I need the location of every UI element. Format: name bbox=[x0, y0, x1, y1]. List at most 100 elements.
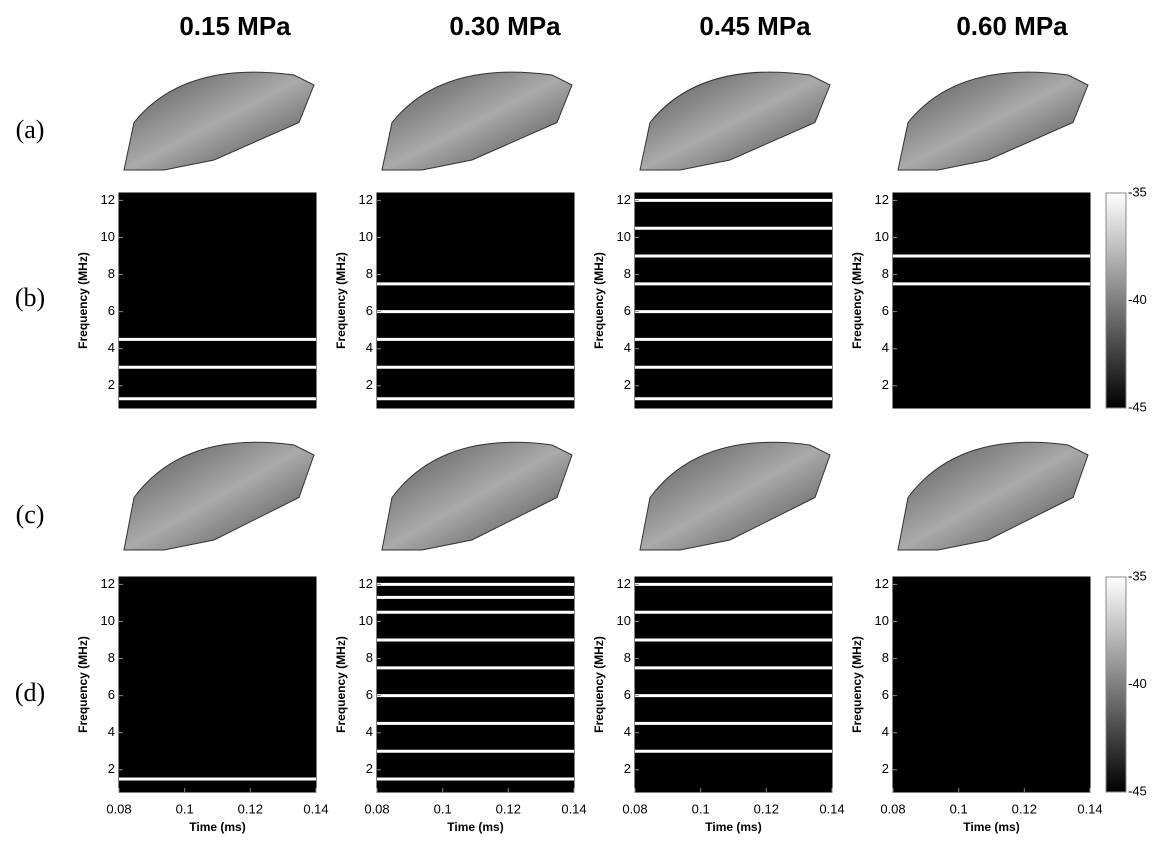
x-tick-label: 0.12 bbox=[238, 801, 263, 816]
y-tick-label: 12 bbox=[875, 192, 889, 207]
y-tick-label: 6 bbox=[366, 687, 373, 702]
render bbox=[897, 71, 1089, 171]
y-tick-label: 10 bbox=[359, 613, 373, 628]
y-tick-label: 2 bbox=[882, 761, 889, 776]
column-title: 0.45 MPa bbox=[699, 11, 811, 41]
y-tick-label: 12 bbox=[617, 192, 631, 207]
x-tick-label: 0.12 bbox=[496, 801, 521, 816]
y-tick-label: 4 bbox=[624, 724, 631, 739]
y-axis-label: Frequency (MHz) bbox=[592, 252, 606, 349]
renders bbox=[123, 71, 1089, 551]
plot-area bbox=[892, 192, 1091, 409]
y-axis-label: Frequency (MHz) bbox=[334, 252, 348, 349]
y-tick-label: 4 bbox=[624, 340, 631, 355]
x-tick-label: 0.1 bbox=[434, 801, 452, 816]
x-tick-label: 0.1 bbox=[176, 801, 194, 816]
y-tick-label: 2 bbox=[366, 377, 373, 392]
plot-area bbox=[376, 192, 575, 409]
y-tick-label: 6 bbox=[366, 303, 373, 318]
y-tick-label: 4 bbox=[882, 724, 889, 739]
column-title: 0.60 MPa bbox=[956, 11, 1068, 41]
y-tick-label: 2 bbox=[108, 761, 115, 776]
x-tick-label: 0.08 bbox=[106, 801, 131, 816]
y-tick-label: 4 bbox=[108, 340, 115, 355]
render bbox=[897, 441, 1089, 551]
x-axis-label: Time (ms) bbox=[963, 820, 1019, 834]
y-tick-label: 4 bbox=[882, 340, 889, 355]
y-tick-label: 8 bbox=[108, 650, 115, 665]
x-tick-label: 0.08 bbox=[622, 801, 647, 816]
y-tick-label: 12 bbox=[875, 576, 889, 591]
plot-area bbox=[892, 576, 1091, 793]
y-tick-label: 10 bbox=[101, 229, 115, 244]
y-tick-label: 2 bbox=[108, 377, 115, 392]
y-tick-label: 12 bbox=[101, 192, 115, 207]
y-tick-label: 6 bbox=[624, 687, 631, 702]
plot-area bbox=[634, 576, 833, 793]
render bbox=[381, 441, 573, 551]
y-tick-label: 10 bbox=[101, 613, 115, 628]
y-tick-label: 8 bbox=[108, 266, 115, 281]
y-tick-label: 2 bbox=[624, 761, 631, 776]
y-axis-label: Frequency (MHz) bbox=[850, 636, 864, 733]
x-axis-label: Time (ms) bbox=[447, 820, 503, 834]
colorbar-tick-label: -40 bbox=[1128, 676, 1147, 691]
y-tick-label: 4 bbox=[366, 724, 373, 739]
x-axis-label: Time (ms) bbox=[705, 820, 761, 834]
row-label: (d) bbox=[15, 678, 45, 707]
y-tick-label: 12 bbox=[617, 576, 631, 591]
x-tick-label: 0.14 bbox=[303, 801, 328, 816]
x-tick-label: 0.12 bbox=[1012, 801, 1037, 816]
y-tick-label: 6 bbox=[108, 687, 115, 702]
y-tick-label: 12 bbox=[101, 576, 115, 591]
y-tick-label: 10 bbox=[617, 613, 631, 628]
x-tick-label: 0.08 bbox=[364, 801, 389, 816]
y-tick-label: 2 bbox=[624, 377, 631, 392]
y-tick-label: 12 bbox=[359, 192, 373, 207]
y-axis-label: Frequency (MHz) bbox=[334, 636, 348, 733]
y-tick-label: 8 bbox=[366, 650, 373, 665]
column-title: 0.15 MPa bbox=[179, 11, 291, 41]
y-tick-label: 2 bbox=[882, 377, 889, 392]
plot-area bbox=[118, 576, 317, 793]
colorbar-tick-label: -40 bbox=[1128, 292, 1147, 307]
x-tick-label: 0.14 bbox=[561, 801, 586, 816]
y-tick-label: 8 bbox=[624, 266, 631, 281]
y-tick-label: 4 bbox=[366, 340, 373, 355]
y-axis-label: Frequency (MHz) bbox=[592, 636, 606, 733]
y-tick-label: 8 bbox=[882, 650, 889, 665]
y-tick-label: 8 bbox=[624, 650, 631, 665]
y-tick-label: 6 bbox=[882, 687, 889, 702]
y-tick-label: 8 bbox=[366, 266, 373, 281]
y-tick-label: 10 bbox=[617, 229, 631, 244]
render bbox=[123, 71, 315, 171]
plot-area bbox=[376, 576, 575, 793]
y-tick-label: 10 bbox=[875, 613, 889, 628]
x-tick-label: 0.14 bbox=[819, 801, 844, 816]
render bbox=[381, 71, 573, 171]
render bbox=[123, 441, 315, 551]
y-tick-label: 12 bbox=[359, 576, 373, 591]
x-tick-label: 0.14 bbox=[1077, 801, 1102, 816]
render bbox=[639, 441, 831, 551]
y-tick-label: 10 bbox=[875, 229, 889, 244]
y-tick-label: 2 bbox=[366, 761, 373, 776]
x-tick-label: 0.08 bbox=[880, 801, 905, 816]
plot-area bbox=[118, 192, 317, 409]
row-label: (c) bbox=[16, 500, 45, 529]
column-title: 0.30 MPa bbox=[449, 11, 561, 41]
y-tick-label: 8 bbox=[882, 266, 889, 281]
y-axis-label: Frequency (MHz) bbox=[76, 636, 90, 733]
y-tick-label: 6 bbox=[624, 303, 631, 318]
y-axis-label: Frequency (MHz) bbox=[76, 252, 90, 349]
y-tick-label: 6 bbox=[882, 303, 889, 318]
colorbar-tick-label: -35 bbox=[1128, 184, 1147, 199]
colorbar-tick-label: -35 bbox=[1128, 568, 1147, 583]
row-label: (a) bbox=[16, 115, 45, 144]
x-tick-label: 0.12 bbox=[754, 801, 779, 816]
y-tick-label: 4 bbox=[108, 724, 115, 739]
colorbar-tick-label: -45 bbox=[1128, 399, 1147, 414]
plot-area bbox=[634, 192, 833, 409]
y-tick-label: 6 bbox=[108, 303, 115, 318]
